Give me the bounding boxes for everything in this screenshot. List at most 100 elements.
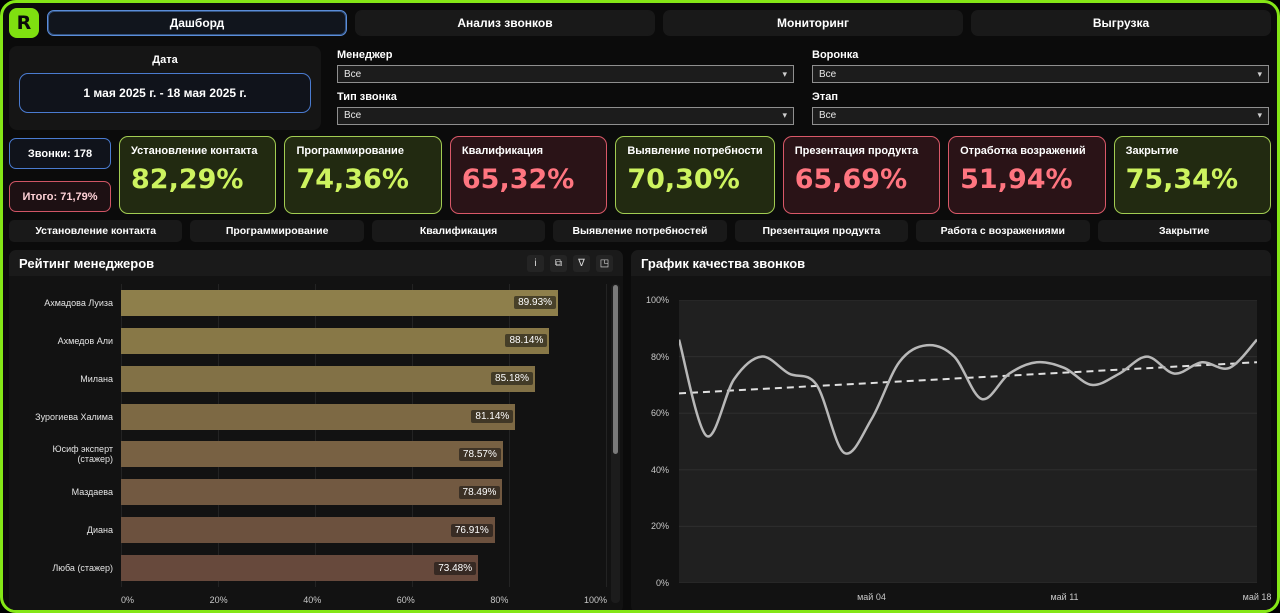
bar-track: 76.91% — [121, 517, 607, 544]
filter-row: Дата 1 мая 2025 г. - 18 мая 2025 г. Мене… — [9, 46, 1271, 130]
filter-field: Менеджер Все ▾ — [337, 48, 794, 85]
bar-value-label: 89.93% — [514, 296, 557, 310]
bar-track: 88.14% — [121, 327, 607, 354]
logo-icon: R — [9, 8, 39, 38]
x-tick-label: 0% — [121, 595, 135, 605]
kpi-card-value: 82,29% — [131, 164, 244, 195]
bar-category-label: Маздаева — [71, 487, 113, 498]
kpi-card-title: Презентация продукта — [794, 145, 919, 157]
quality-plot — [677, 299, 1258, 584]
panels-row: Рейтинг менеджеров i ⧉ ∇ ◳ Ахмадова Луиза 89… — [9, 250, 1271, 610]
bar: 73.48% — [121, 555, 479, 582]
kpi-card: Выявление потребности 70,30% — [615, 136, 775, 214]
bar-value-label: 81.14% — [471, 410, 514, 424]
stage-tab[interactable]: Установление контакта — [9, 220, 183, 242]
info-icon[interactable]: i — [527, 254, 544, 272]
y-tick-label: 40% — [650, 464, 669, 475]
stage-tab[interactable]: Работа с возражениями — [916, 220, 1090, 242]
manager-bar-chart: Ахмадова Луиза 89.93% Ахмедов Али 88.14% Мил… — [15, 284, 607, 587]
visual-toolbar: i ⧉ ∇ ◳ — [527, 254, 613, 272]
filter-select[interactable]: Все ▾ — [337, 106, 794, 125]
bar-track: 73.48% — [121, 555, 607, 582]
stage-tab[interactable]: Закрытие — [1097, 220, 1271, 242]
bar-track: 78.49% — [121, 479, 607, 506]
date-range-button[interactable]: 1 мая 2025 г. - 18 мая 2025 г. — [19, 73, 311, 113]
chevron-down-icon: ▾ — [1257, 68, 1262, 79]
stage-tab[interactable]: Выявление потребностей — [553, 220, 727, 242]
x-tick-label: 40% — [303, 595, 322, 605]
kpi-row: Звонки: 178 Итого: 71,79% Установление к… — [9, 136, 1271, 214]
kpi-card-title: Отработка возражений — [960, 145, 1086, 157]
bar-track: 89.93% — [121, 289, 607, 316]
quality-panel-header: График качества звонков — [631, 250, 1271, 276]
kpi-card-value: 74,36% — [296, 164, 409, 195]
stage-tabs-row: Установление контакта Программирование Ква… — [9, 220, 1271, 242]
filter-select[interactable]: Все ▾ — [812, 106, 1269, 125]
kpi-card-title: Программирование — [296, 145, 404, 157]
total-percent-badge: Итого: 71,79% — [9, 181, 111, 212]
kpi-card: Квалификация 65,32% — [449, 136, 608, 214]
bar-track: 78.57% — [121, 441, 607, 468]
chevron-down-icon: ▾ — [1257, 110, 1262, 120]
filter-select-value: Все — [819, 68, 837, 80]
bar-row: Маздаева 78.49% — [15, 473, 607, 511]
y-tick-label: 0% — [655, 578, 669, 588]
copy-icon[interactable]: ⧉ — [550, 254, 567, 272]
bar-row: Диана 76.91% — [15, 511, 607, 549]
stage-tab[interactable]: Квалификация — [371, 220, 546, 242]
date-filter-card: Дата 1 мая 2025 г. - 18 мая 2025 г. — [9, 46, 321, 130]
filter-field-label: Менеджер — [337, 49, 393, 61]
bar: 88.14% — [121, 327, 550, 354]
stage-tab[interactable]: Программирование — [190, 220, 364, 242]
tab-2[interactable]: Анализ звонков — [355, 10, 655, 36]
bar-row: Ахмадова Луиза 89.93% — [15, 284, 607, 322]
kpi-card: Закрытие 75,34% — [1113, 136, 1271, 214]
tab-4[interactable]: Выгрузка — [971, 10, 1271, 36]
nav-tabs: Дашборд Анализ звонков Мониторинг Выгрузка — [47, 10, 1271, 36]
filter-select[interactable]: Все ▾ — [812, 65, 1269, 83]
kpi-card-value: 65,32% — [461, 164, 575, 195]
bar-category-label: Зурогиева Халима — [35, 411, 113, 422]
kpi-card-value: 75,34% — [1125, 164, 1239, 195]
focus-mode-icon[interactable]: ◳ — [596, 254, 613, 272]
y-tick-label: 80% — [650, 351, 669, 362]
ranking-panel-header: Рейтинг менеджеров i ⧉ ∇ ◳ — [9, 250, 623, 276]
bar: 78.57% — [121, 441, 503, 468]
chevron-down-icon: ▾ — [782, 110, 787, 120]
tab-3[interactable]: Мониторинг — [663, 10, 963, 36]
scrollbar[interactable] — [611, 284, 620, 603]
filter-field: Воронка Все ▾ — [812, 48, 1269, 85]
filter-select-value: Все — [344, 68, 362, 80]
kpi-side-column: Звонки: 178 Итого: 71,79% — [9, 136, 111, 214]
kpi-card-title: Установление контакта — [131, 145, 258, 157]
x-tick-label: 100% — [583, 595, 607, 605]
bar-category-label: Диана — [86, 525, 113, 536]
top-bar: R Дашборд Анализ звонков Мониторинг Выгрузк… — [9, 8, 1271, 38]
bar-row: Юсиф эксперт (стажер) 78.57% — [15, 436, 607, 474]
filter-icon[interactable]: ∇ — [573, 254, 590, 272]
scrollbar-thumb[interactable] — [613, 285, 618, 455]
bar-chart-x-axis: 0% 20% 40% 60% 80% 100% — [121, 595, 607, 607]
bar-track: 81.14% — [121, 403, 607, 430]
bar-value-label: 73.48% — [434, 561, 477, 575]
filter-field-label: Воронка — [812, 49, 859, 61]
x-tick-label: 60% — [396, 595, 415, 605]
date-filter-label: Дата — [152, 54, 178, 66]
bar-track: 85.18% — [121, 365, 607, 392]
bar-value-label: 78.49% — [458, 485, 501, 499]
x-tick-label: 20% — [209, 595, 228, 605]
kpi-card-title: Выявление потребности — [627, 145, 763, 157]
stage-tab[interactable]: Презентация продукта — [734, 220, 909, 242]
bar-category-label: Милана — [80, 373, 113, 384]
quality-series-line — [677, 338, 1258, 455]
kpi-card-value: 70,30% — [627, 164, 740, 195]
filter-select-value: Все — [344, 110, 362, 121]
bar-category-label: Люба (стажер) — [52, 563, 113, 574]
chevron-down-icon: ▾ — [782, 68, 787, 79]
y-tick-label: 100% — [645, 295, 669, 305]
kpi-card-title: Закрытие — [1125, 145, 1179, 157]
quality-y-axis: 100% 80% 60% 40% 20% 0% — [635, 295, 675, 588]
filter-select[interactable]: Все ▾ — [337, 65, 794, 83]
tab-1[interactable]: Дашборд — [47, 10, 347, 36]
